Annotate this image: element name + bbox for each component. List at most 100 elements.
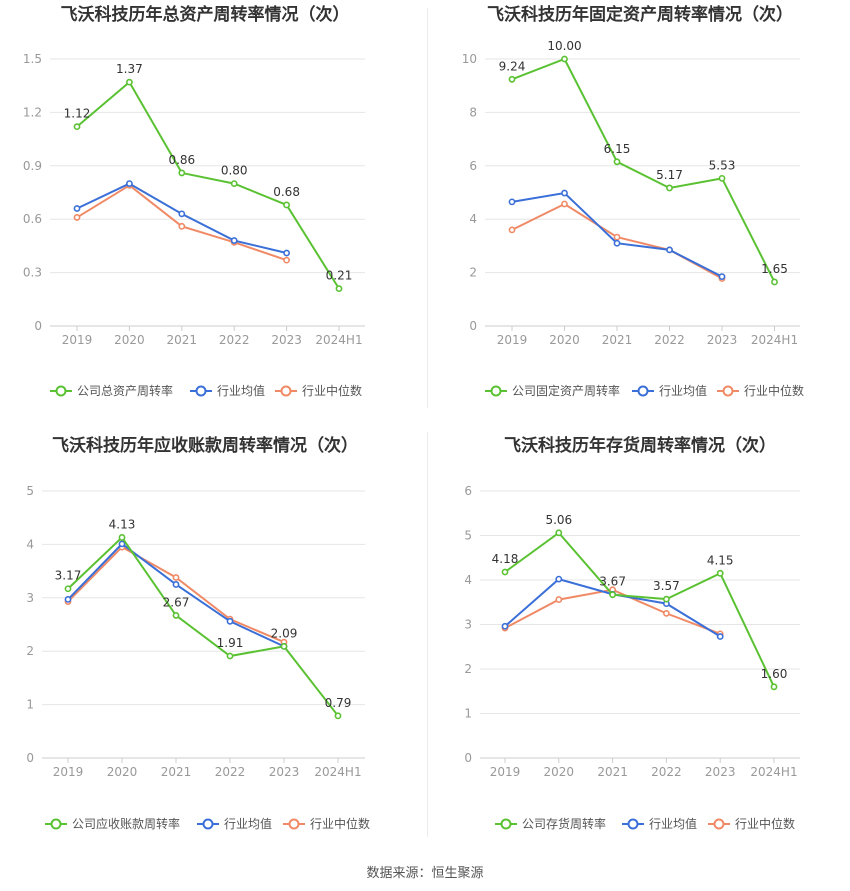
y-tick-label: 1.2 [23,105,42,119]
x-tick-label: 2020 [107,765,138,779]
y-tick-label: 1 [464,707,472,721]
y-tick-label: 0.9 [23,159,42,173]
legend-swatch-marker [195,385,207,397]
legend-label: 行业均值 [224,816,272,831]
data-point-avg [118,540,126,548]
y-tick-label: 10 [462,52,477,66]
y-tick-label: 0 [464,751,472,765]
legend-item-median: 行业中位数 [283,816,370,831]
y-tick-label: 1.5 [23,52,42,66]
legend-label: 公司固定资产周转率 [512,383,620,398]
data-label: 2.67 [163,595,190,609]
x-tick-label: 2019 [53,765,84,779]
data-label: 6.15 [604,142,631,156]
y-tick-label: 5 [26,484,34,498]
data-label: 5.17 [656,168,683,182]
y-tick-label: 6 [469,159,477,173]
y-tick-label: 3 [464,618,472,632]
series-line-median [76,184,287,262]
x-tick-label: 2023 [707,333,738,347]
series-line-company [67,535,339,717]
legend-item-avg: 行业均值 [190,383,265,398]
data-point-company [118,534,126,541]
legend-item-avg: 行业均值 [632,383,707,398]
legend-swatch-marker [637,385,649,397]
data-point-avg [501,622,509,630]
data-point-company [666,184,673,192]
data-label: 1.91 [217,636,244,650]
data-point-median [172,574,180,581]
data-point-avg [125,180,133,187]
data-label: 9.24 [499,59,526,73]
x-tick-label: 2021 [161,765,192,779]
x-tick-label: 2024H1 [315,333,362,347]
data-point-avg [230,237,238,244]
data-label: 1.12 [64,107,91,121]
data-point-company [561,55,568,63]
vertical-divider-top [427,8,428,408]
data-label: 5.53 [709,158,736,172]
data-point-company [508,75,516,83]
legend-item-company: 公司存货周转率 [495,816,606,831]
x-tick-label: 2022 [215,765,246,779]
x-tick-label: 2020 [549,333,580,347]
x-tick-label: 2023 [705,765,736,779]
data-source-note: 数据来源：恒生聚源 [366,866,484,881]
y-tick-label: 2 [464,662,472,676]
vertical-divider-bottom [427,432,428,837]
chart-4: 飞沃科技历年存货周转率情况（次） 0 1 2 3 4 5 6 2019 2020 2021 2022 2… [464,435,800,831]
data-point-avg [555,575,563,583]
data-label: 2.09 [271,626,298,640]
legend-label: 公司存货周转率 [522,816,606,831]
x-tick-label: 2020 [114,333,145,347]
y-tick-label: 6 [464,484,472,498]
data-point-company [230,180,238,187]
data-point-avg [561,189,568,197]
y-tick-label: 0.3 [23,266,42,280]
data-label: 0.68 [273,185,300,199]
data-point-avg [716,633,724,640]
data-point-median [561,200,568,208]
chart-title: 飞沃科技历年总资产周转率情况（次） [61,4,350,25]
y-tick-label: 0 [469,319,477,333]
legend-swatch-marker [55,385,67,397]
x-tick-label: 2019 [62,333,93,347]
legend-label: 行业中位数 [302,383,362,398]
legend-swatch-marker [722,385,734,397]
data-point-company [334,712,342,720]
data-point-company [178,169,186,177]
data-point-company [125,78,133,86]
data-point-avg [64,596,72,603]
data-label: 3.57 [653,579,680,593]
data-point-company [226,652,234,660]
data-point-median [555,596,563,603]
x-tick-label: 2020 [544,765,575,779]
y-tick-label: 0 [26,751,34,765]
legend-label: 行业均值 [217,383,265,398]
data-point-company [718,174,726,182]
x-tick-label: 2021 [597,765,628,779]
data-point-avg [718,273,726,281]
data-point-company [501,568,509,576]
chart-title: 飞沃科技历年存货周转率情况（次） [504,435,776,456]
data-label: 0.21 [326,269,353,283]
x-tick-label: 2022 [651,765,682,779]
x-tick-label: 2022 [654,333,685,347]
data-point-company [172,612,180,619]
data-label: 4.15 [707,553,734,567]
legend-swatch-marker [288,818,300,830]
chart-3: 飞沃科技历年应收账款周转率情况（次） 0 1 2 3 4 5 2019 2020 2021 2022… [26,435,370,831]
legend-label: 公司总资产周转率 [77,383,173,398]
data-point-company [716,569,724,577]
series-line-company [504,531,775,688]
x-tick-label: 2024H1 [314,765,361,779]
data-label: 3.17 [55,569,82,583]
y-tick-label: 8 [469,105,477,119]
data-point-company [663,595,670,603]
y-tick-label: 0 [34,319,42,333]
data-point-median [283,256,290,264]
data-label: 5.06 [545,513,572,527]
legend-item-avg: 行业均值 [622,816,697,831]
legend-item-company: 公司应收账款周转率 [45,816,180,831]
